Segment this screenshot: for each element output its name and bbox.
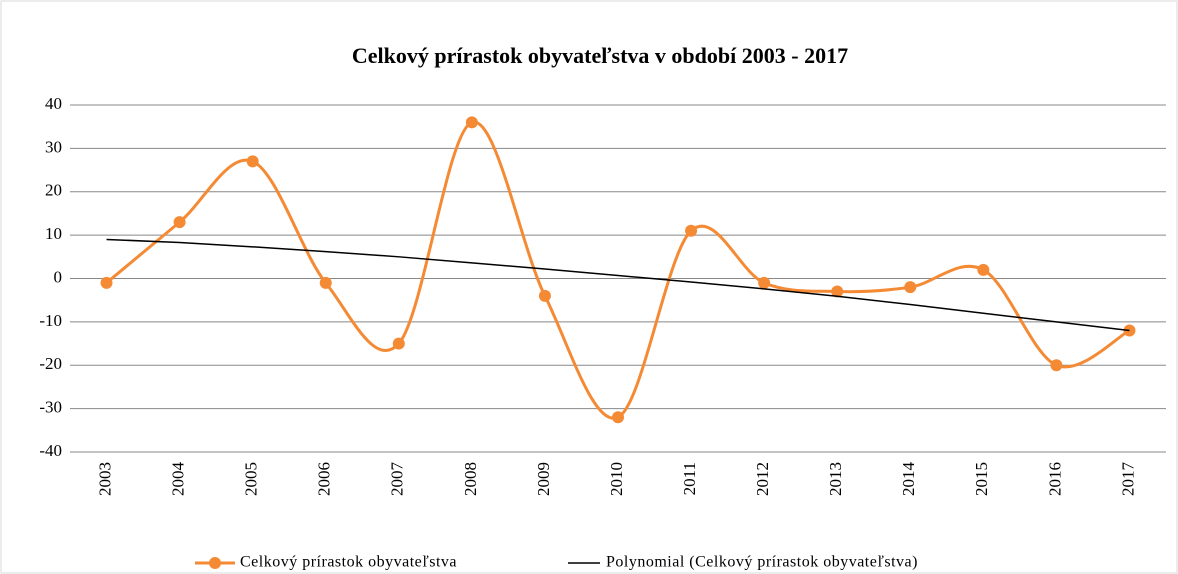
x-tick-label: 2012: [753, 462, 772, 496]
marker: [392, 337, 405, 350]
trend-line: [106, 238, 1130, 332]
y-tick-label: 20: [45, 181, 62, 200]
y-tick-label: -30: [39, 398, 62, 417]
x-tick-label: 2006: [315, 462, 334, 496]
x-tick-label: 2007: [388, 462, 407, 497]
series-line: [105, 120, 1131, 420]
x-tick-label: 2017: [1118, 462, 1137, 497]
x-tick-label: 2013: [826, 462, 845, 496]
x-tick-label: 2005: [242, 462, 261, 496]
marker: [173, 216, 186, 229]
legend-marker: [209, 557, 221, 569]
marker: [100, 276, 113, 289]
legend-label: Celkový prírastok obyvateľstva: [240, 554, 457, 571]
y-tick-label: -20: [39, 354, 62, 373]
marker: [246, 155, 259, 168]
marker: [977, 263, 990, 276]
marker: [758, 276, 771, 289]
y-tick-label: 40: [45, 94, 62, 113]
x-tick-label: 2015: [972, 462, 991, 496]
y-tick-label: 0: [54, 267, 63, 286]
chart-title: Celkový prírastok obyvateľstva v období …: [352, 43, 848, 68]
marker: [538, 289, 551, 302]
x-tick-label: 2011: [680, 462, 699, 495]
x-tick-label: 2004: [169, 462, 188, 497]
marker: [831, 285, 844, 298]
x-tick-label: 2016: [1045, 462, 1064, 496]
y-tick-label: -40: [39, 441, 62, 460]
y-tick-label: 30: [45, 137, 62, 156]
marker: [612, 411, 624, 424]
y-tick-label: -10: [39, 311, 62, 330]
y-tick-label: 10: [45, 224, 62, 243]
marker: [904, 281, 917, 294]
marker: [319, 276, 332, 289]
marker: [465, 116, 478, 129]
x-tick-label: 2008: [461, 462, 480, 496]
marker: [1050, 359, 1063, 372]
x-tick-label: 2003: [95, 462, 114, 496]
legend-label: Polynomial (Celkový prírastok obyvateľst…: [606, 554, 918, 571]
x-tick-label: 2014: [899, 462, 918, 497]
marker: [685, 224, 698, 237]
x-tick-label: 2010: [607, 462, 626, 496]
x-tick-label: 2009: [534, 462, 553, 496]
